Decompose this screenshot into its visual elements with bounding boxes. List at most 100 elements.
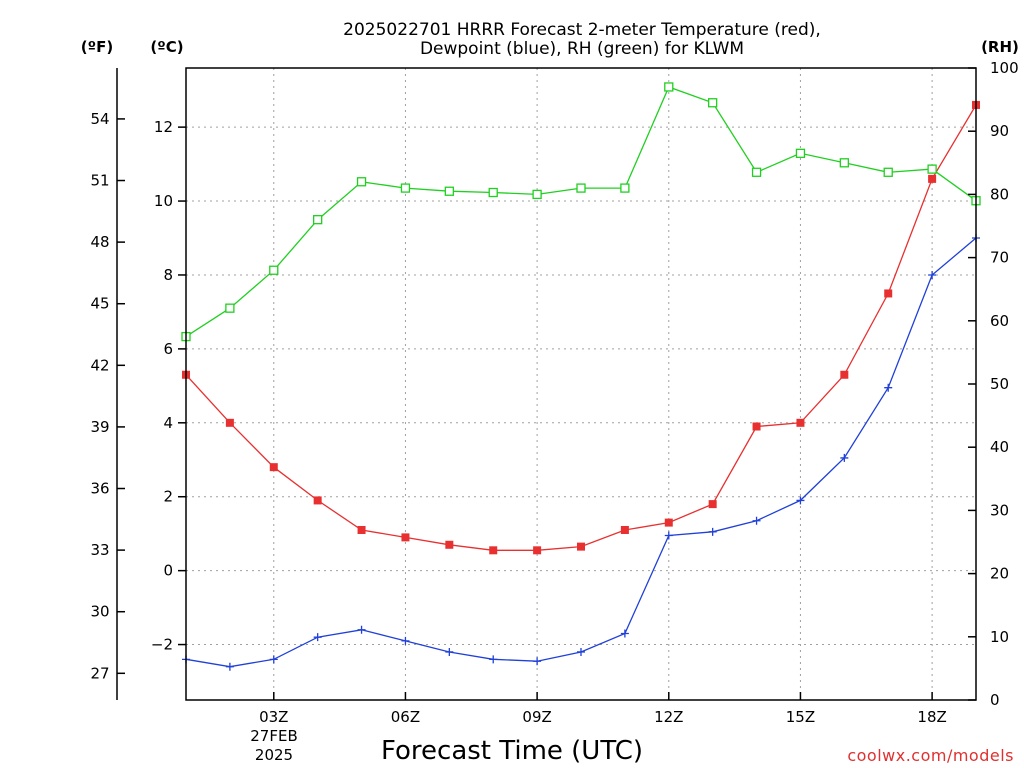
y-tick-label-c6: 6 <box>163 340 173 358</box>
y-tick-label-rh0: 0 <box>990 691 1000 709</box>
date-label-line2: 2025 <box>255 746 293 764</box>
temperature-point-12 <box>708 500 717 509</box>
dewpoint-point-4 <box>357 625 366 634</box>
y-tick-label-rh50: 50 <box>990 375 1009 393</box>
dewpoint-point-13 <box>752 516 761 525</box>
dewpoint-point-8 <box>533 657 542 666</box>
y-tick-label-f54: 54 <box>90 110 109 128</box>
temperature-point-16 <box>884 289 893 298</box>
dewpoint-point-11 <box>664 531 673 540</box>
y-tick-label-f39: 39 <box>90 418 109 436</box>
temperature-point-4 <box>357 525 366 534</box>
rh-point-9 <box>576 183 586 193</box>
dewpoint-point-1 <box>225 662 234 671</box>
rh-point-15 <box>839 158 849 168</box>
dewpoint-point-7 <box>489 655 498 664</box>
rh-point-3 <box>313 215 323 225</box>
rh-point-10 <box>620 183 630 193</box>
y-tick-label-c2: 2 <box>163 488 173 506</box>
dewpoint-point-10 <box>620 629 629 638</box>
x-tick-label-18Z: 18Z <box>917 708 946 726</box>
left-axes: 27 30 33 36 39 42 45 48 51 54 <box>90 68 125 700</box>
temperature-point-3 <box>313 496 322 505</box>
rh-point-16 <box>883 167 893 177</box>
x-tick-label-09Z: 09Z <box>522 708 551 726</box>
y-tick-label-f36: 36 <box>90 480 109 498</box>
temperature-line <box>185 104 977 551</box>
y-tick-label-c-2: −2 <box>151 636 173 654</box>
dewpoint-point-17 <box>928 270 937 279</box>
dewpoint-point-15 <box>840 453 849 462</box>
dewpoint-point-14 <box>796 496 805 505</box>
unit-rh-label: (RH) <box>981 38 1019 56</box>
temperature-point-8 <box>533 546 542 555</box>
series-rh <box>181 82 981 342</box>
temperature-point-9 <box>577 542 585 551</box>
rh-point-12 <box>708 98 718 108</box>
credit-link[interactable]: coolwx.com/models <box>847 746 1014 765</box>
temperature-point-17 <box>928 174 937 183</box>
y-tick-label-f45: 45 <box>90 295 109 313</box>
y-tick-label-f27: 27 <box>90 664 109 682</box>
temperature-point-11 <box>664 518 673 527</box>
dewpoint-point-16 <box>884 383 893 392</box>
rh-point-2 <box>269 265 279 275</box>
y-tick-label-f51: 51 <box>90 172 109 190</box>
rh-point-11 <box>664 82 674 92</box>
dewpoint-point-12 <box>708 527 717 536</box>
chart-title-line1: 2025022701 HRRR Forecast 2-meter Tempera… <box>343 20 821 40</box>
temperature-point-2 <box>269 463 278 472</box>
y-tick-label-rh90: 90 <box>990 122 1009 140</box>
y-tick-label-c10: 10 <box>154 192 173 210</box>
plot-frame <box>185 67 977 701</box>
rh-point-8 <box>532 189 542 200</box>
y-tick-label-rh40: 40 <box>990 438 1009 456</box>
y-tick-label-f42: 42 <box>90 356 109 374</box>
y-tick-label-rh30: 30 <box>990 501 1009 519</box>
rh-point-17 <box>927 164 937 174</box>
temperature-point-13 <box>752 422 761 431</box>
y-tick-label-f48: 48 <box>90 233 109 251</box>
x-tick-label-12Z: 12Z <box>654 708 683 726</box>
y-tick-label-c0: 0 <box>163 562 173 580</box>
unit-fahrenheit-label: (ºF) <box>81 38 113 56</box>
rh-point-13 <box>751 167 762 177</box>
rh-point-1 <box>225 303 235 313</box>
temperature-point-7 <box>489 546 498 555</box>
grid-layer <box>186 68 976 700</box>
temperature-point-15 <box>840 370 849 379</box>
rh-point-5 <box>400 183 411 193</box>
y-tick-label-c8: 8 <box>163 266 173 284</box>
series-layer <box>181 82 981 671</box>
rh-line <box>185 86 977 338</box>
temperature-point-14 <box>796 418 805 427</box>
series-temperature <box>182 100 980 555</box>
y-tick-label-rh20: 20 <box>990 565 1009 583</box>
temperature-point-6 <box>445 540 454 549</box>
temperature-point-10 <box>620 525 629 534</box>
y-tick-label-f30: 30 <box>90 603 109 621</box>
rh-point-4 <box>356 177 367 187</box>
rh-point-14 <box>795 148 806 158</box>
y-tick-label-f33: 33 <box>90 541 109 559</box>
dewpoint-point-5 <box>401 636 410 645</box>
x-tick-label-15Z: 15Z <box>786 708 815 726</box>
y-tick-label-c4: 4 <box>163 414 173 432</box>
y-tick-label-rh10: 10 <box>990 628 1009 646</box>
temperature-point-1 <box>225 418 234 427</box>
dewpoint-point-9 <box>577 647 585 656</box>
date-label-line1: 27FEB <box>250 727 297 745</box>
x-tick-label-06Z: 06Z <box>391 708 420 726</box>
x-tick-label-03Z: 03Z <box>259 708 288 726</box>
rh-point-6 <box>444 186 454 196</box>
rh-point-7 <box>488 187 498 198</box>
y-tick-label-rh70: 70 <box>990 249 1009 267</box>
temperature-point-5 <box>401 533 410 542</box>
y-tick-label-rh100: 100 <box>990 59 1019 77</box>
y-tick-label-c12: 12 <box>154 118 173 136</box>
dewpoint-line <box>185 237 977 668</box>
tick-layer: 03Z 06Z 09Z 12Z 15Z 18Z −2 0 2 4 6 8 10 12 0 10 20 30 40 50… <box>151 59 1019 726</box>
chart-title-line2: Dewpoint (blue), RH (green) for KLWM <box>420 39 744 59</box>
y-tick-label-rh80: 80 <box>990 185 1009 203</box>
